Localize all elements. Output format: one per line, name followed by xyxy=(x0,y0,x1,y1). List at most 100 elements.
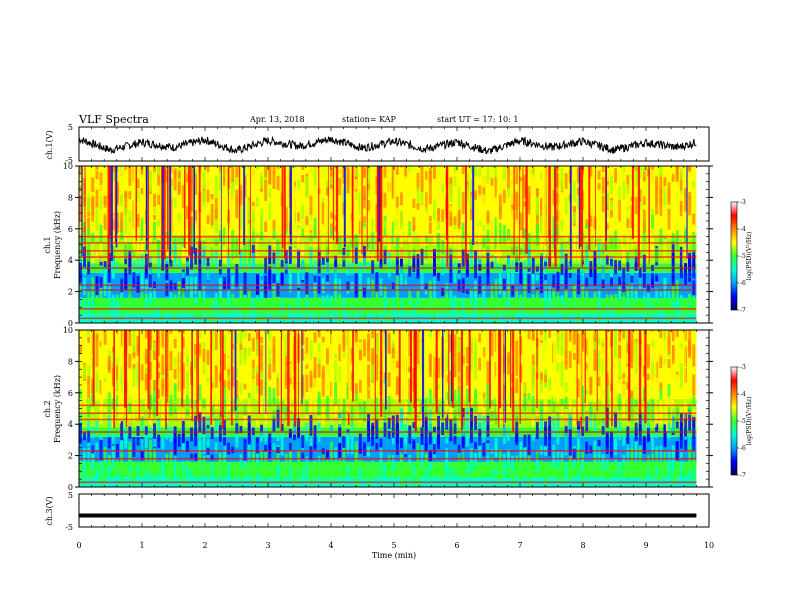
spectrogram-sferic xyxy=(569,166,572,267)
spectrogram-cell xyxy=(535,415,539,440)
spectrogram-cell xyxy=(404,271,408,286)
spectrogram-cell xyxy=(585,244,589,267)
spectrogram-cell xyxy=(544,427,547,446)
spectrogram-cell xyxy=(511,462,515,474)
spectrogram-cell xyxy=(428,168,432,174)
spectrogram-sferic xyxy=(374,330,376,429)
spectrogram-sferic xyxy=(498,330,502,409)
spectrogram-cell xyxy=(268,330,272,342)
spectrogram-cell xyxy=(173,357,177,368)
spectrogram-cell xyxy=(301,166,305,170)
spectrogram-sferic xyxy=(605,166,607,251)
spectrogram-cell xyxy=(605,440,609,448)
spectrogram-cell xyxy=(601,346,605,360)
x-axis-label: Time (min) xyxy=(372,551,416,560)
spectrogram-cell xyxy=(181,474,185,487)
spectrogram-cell xyxy=(153,351,156,360)
spectrogram-cell xyxy=(346,234,350,258)
spectrogram-cell xyxy=(511,175,515,188)
spectrogram-cell xyxy=(95,291,99,311)
y-tick-label: 10 xyxy=(63,162,73,171)
spectrogram-cell xyxy=(618,272,622,293)
spectrogram-cell xyxy=(659,298,663,306)
spectrogram-cell xyxy=(256,385,259,394)
spectrogram-cell xyxy=(173,182,177,200)
spectrogram-cell xyxy=(395,414,399,434)
spectrogram-cell xyxy=(321,371,325,383)
spectrogram-sferic xyxy=(243,166,246,245)
spectrogram-band xyxy=(79,317,697,320)
spectrogram-cell xyxy=(268,364,272,380)
spectrogram-band xyxy=(79,412,697,415)
spectrogram-cell xyxy=(375,357,379,381)
spectrogram-cell xyxy=(198,442,202,454)
spectrogram-cell xyxy=(288,389,292,411)
spectrogram-cell xyxy=(186,166,189,174)
spectrogram-cell xyxy=(239,330,243,339)
spectrogram-cell xyxy=(103,406,107,413)
spectrogram-cell xyxy=(383,166,387,178)
spectrogram-sferic xyxy=(644,330,647,424)
spectrogram-cell xyxy=(404,209,408,217)
spectrogram-cell xyxy=(400,234,403,244)
spectrogram-sferic xyxy=(579,166,582,247)
spectrogram-sferic xyxy=(343,166,346,248)
spectrogram-cell xyxy=(651,169,654,188)
spectrogram-cell xyxy=(659,469,663,480)
spectrogram-cell xyxy=(334,332,338,351)
spectrogram-cell xyxy=(572,407,576,426)
spectrogram-cell xyxy=(202,455,206,474)
spectrogram-cell xyxy=(153,166,156,173)
spectrogram-cell xyxy=(593,251,597,270)
spectrogram-cell xyxy=(688,403,692,415)
y-tick-label: 2 xyxy=(68,288,73,297)
spectrogram-cell xyxy=(177,433,181,447)
spectrogram-cell xyxy=(181,443,185,451)
spectrogram-cell xyxy=(202,227,206,241)
spectrogram-cell xyxy=(313,273,317,283)
spectrogram-cell xyxy=(601,417,605,425)
spectrogram-cell xyxy=(659,382,663,390)
spectrogram-cell xyxy=(132,437,136,457)
spectrogram-cell xyxy=(136,388,140,400)
spectrogram-cell xyxy=(284,352,288,366)
spectrogram-cell xyxy=(149,372,152,396)
spectrogram-cell xyxy=(181,337,185,349)
spectrogram-cell xyxy=(642,177,646,183)
spectrogram-cell xyxy=(202,166,206,172)
spectrogram-cell xyxy=(490,239,494,256)
spectrogram-cell xyxy=(354,201,358,220)
spectrogram-cell xyxy=(651,433,654,453)
spectrogram-cell xyxy=(585,416,589,432)
spectrogram-cell xyxy=(544,466,547,485)
spectrogram-cell xyxy=(564,382,568,393)
spectrogram-cell xyxy=(552,274,556,288)
spectrogram-cell xyxy=(140,364,144,381)
spectrogram-cell xyxy=(626,256,630,272)
spectrogram-cell xyxy=(404,317,408,323)
spectrogram-sferic xyxy=(451,330,453,402)
spectrogram-cell xyxy=(309,340,313,361)
spectrogram-sferic xyxy=(557,166,559,245)
spectrogram-cell xyxy=(153,193,156,207)
spectrogram-cell xyxy=(268,229,272,239)
spectrogram-cell xyxy=(247,200,251,221)
spectrogram-cell xyxy=(326,375,329,384)
spectrogram-cell xyxy=(638,196,642,210)
spectrogram-cell xyxy=(544,280,547,297)
spectrogram-cell xyxy=(235,171,239,186)
spectrogram-cell xyxy=(478,225,482,236)
spectrogram-cell xyxy=(334,293,338,310)
spectrogram-cell xyxy=(367,216,370,233)
spectrogram-cell xyxy=(614,390,617,407)
spectrogram-cell xyxy=(169,376,173,395)
spectrogram-cell xyxy=(132,330,136,353)
spectrogram-cell xyxy=(79,460,82,468)
spectrogram-cell xyxy=(111,234,115,245)
spectrogram-cell xyxy=(293,197,296,215)
spectrogram-sferic xyxy=(238,166,241,255)
spectrogram-cell xyxy=(614,294,617,301)
spectrogram-cell xyxy=(99,283,103,293)
spectrogram-cell xyxy=(144,368,148,385)
